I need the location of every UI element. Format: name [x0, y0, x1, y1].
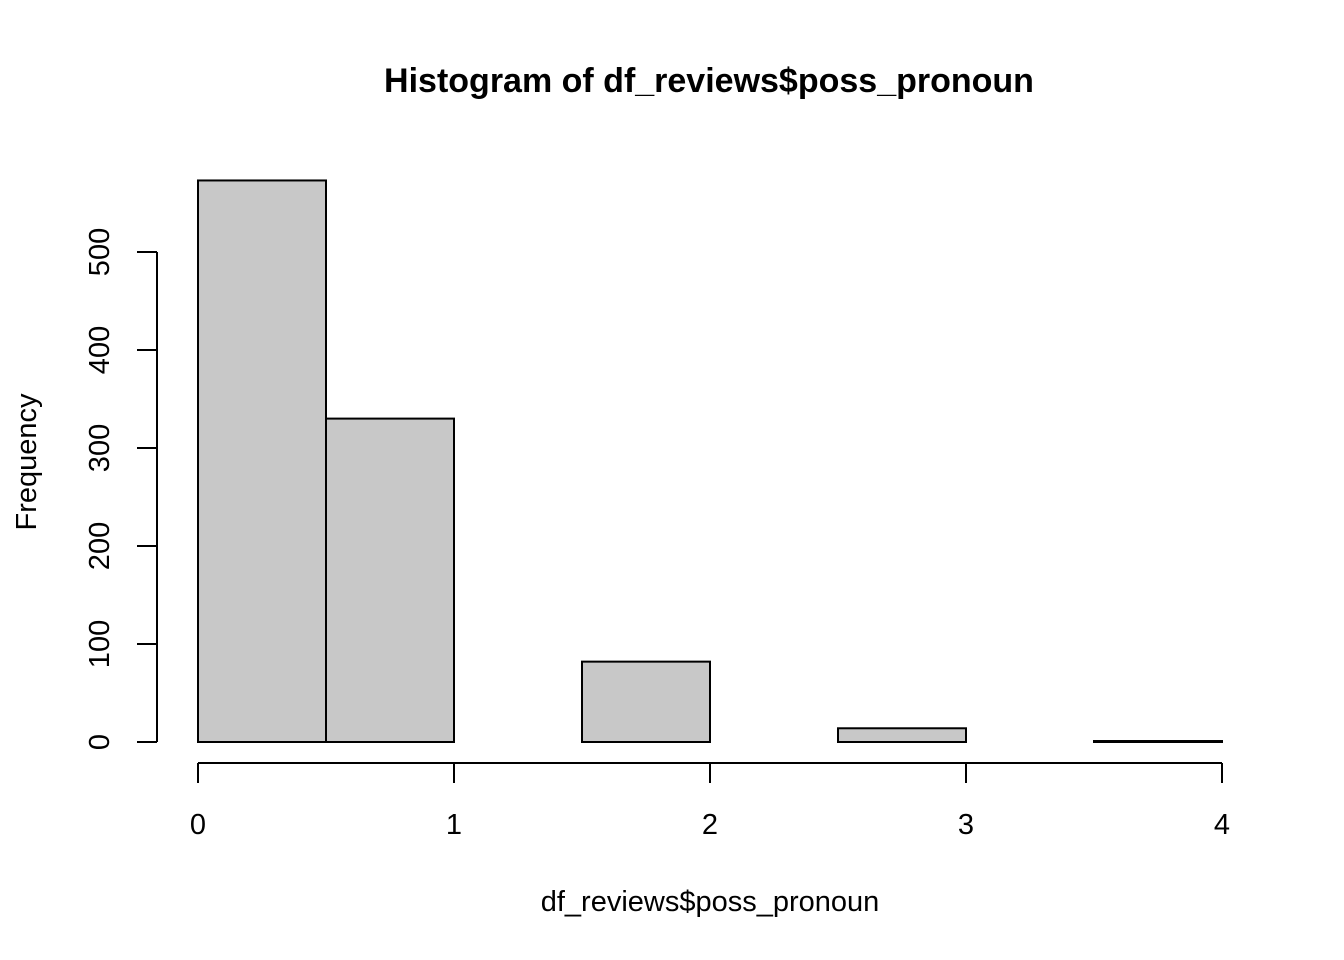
histogram-bar [1093, 740, 1223, 744]
y-axis-label: Frequency [11, 393, 43, 531]
x-tick-label: 0 [190, 809, 206, 841]
x-axis: 0 1 2 3 4 [190, 762, 1230, 841]
x-tick-label: 4 [1214, 809, 1230, 841]
y-tick-label: 300 [84, 424, 116, 472]
y-tick-label: 400 [84, 326, 116, 374]
histogram-bar [197, 179, 327, 743]
x-tick-label: 1 [446, 809, 462, 841]
bars-group [197, 179, 1223, 744]
y-tick-label: 0 [84, 734, 116, 750]
y-tick-label: 500 [84, 228, 116, 276]
chart-title: Histogram of df_reviews$poss_pronoun [384, 62, 1034, 100]
x-axis-label: df_reviews$poss_pronoun [541, 886, 880, 918]
y-tick-label: 100 [84, 620, 116, 668]
x-tick-label: 2 [702, 809, 718, 841]
x-tick-label: 3 [958, 809, 974, 841]
y-axis: 0 100 200 300 400 500 [84, 228, 158, 750]
y-tick-label: 200 [84, 522, 116, 570]
histogram-bar [581, 660, 711, 744]
histogram-bar [837, 727, 967, 744]
histogram-bar [325, 417, 455, 743]
